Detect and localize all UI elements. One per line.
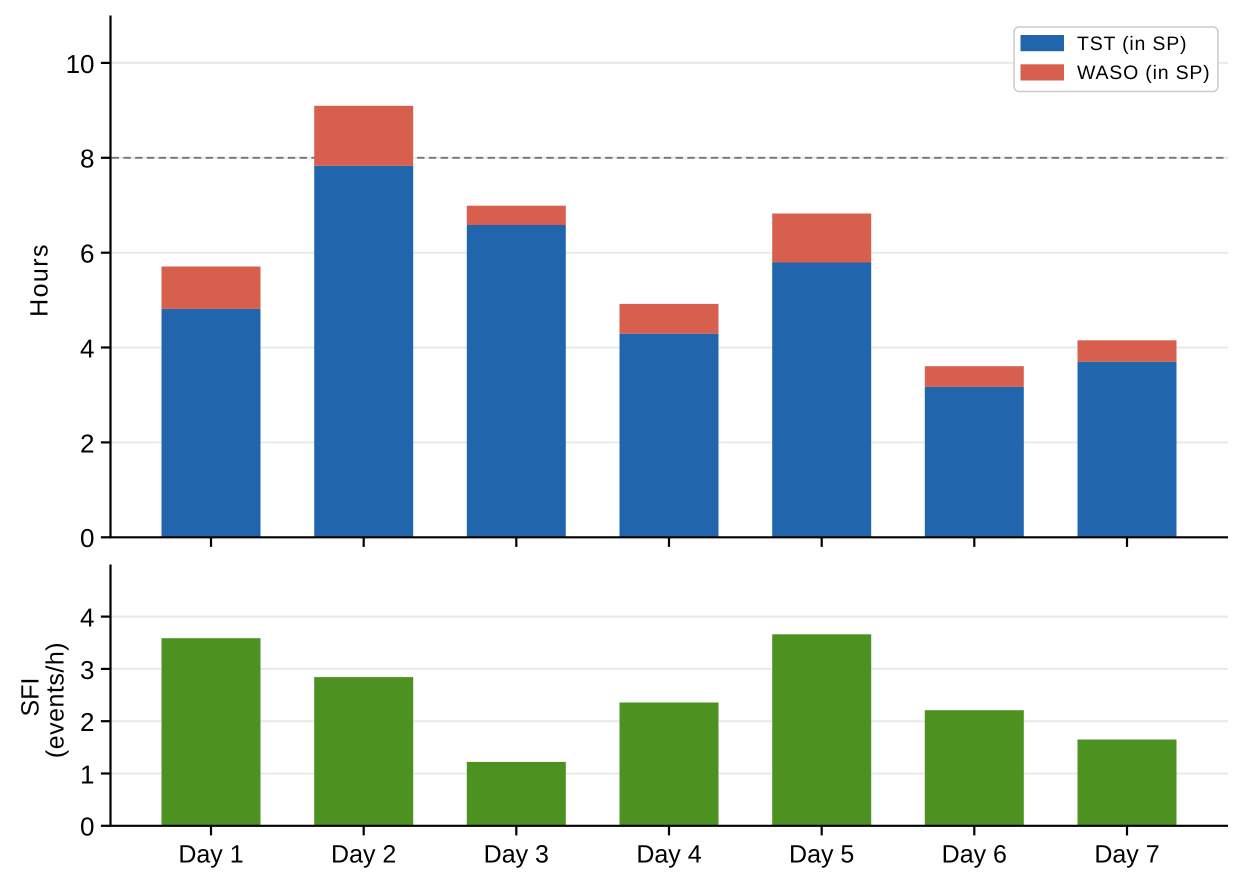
svg-text:0: 0 [80, 523, 94, 553]
svg-text:4: 4 [80, 334, 94, 364]
svg-text:(events/h): (events/h) [41, 642, 69, 758]
svg-text:2: 2 [80, 428, 94, 458]
svg-text:SFI: SFI [16, 678, 44, 717]
svg-text:Day 7: Day 7 [1094, 841, 1159, 869]
svg-text:Day 3: Day 3 [484, 841, 549, 869]
svg-text:8: 8 [80, 144, 94, 174]
svg-text:10: 10 [66, 49, 95, 79]
svg-text:TST (in SP): TST (in SP) [1077, 33, 1187, 55]
svg-text:1: 1 [80, 759, 94, 789]
svg-text:WASO (in SP): WASO (in SP) [1077, 62, 1210, 84]
svg-text:0: 0 [80, 812, 94, 842]
svg-text:Day 2: Day 2 [331, 841, 396, 869]
svg-text:Day 6: Day 6 [942, 841, 1007, 869]
svg-text:3: 3 [80, 655, 94, 685]
svg-text:Day 1: Day 1 [178, 841, 243, 869]
svg-text:Day 5: Day 5 [789, 841, 854, 869]
svg-text:Hours: Hours [26, 243, 54, 317]
svg-text:2: 2 [80, 707, 94, 737]
svg-text:6: 6 [80, 239, 94, 269]
svg-text:Day 4: Day 4 [636, 841, 701, 869]
svg-text:4: 4 [80, 603, 94, 633]
